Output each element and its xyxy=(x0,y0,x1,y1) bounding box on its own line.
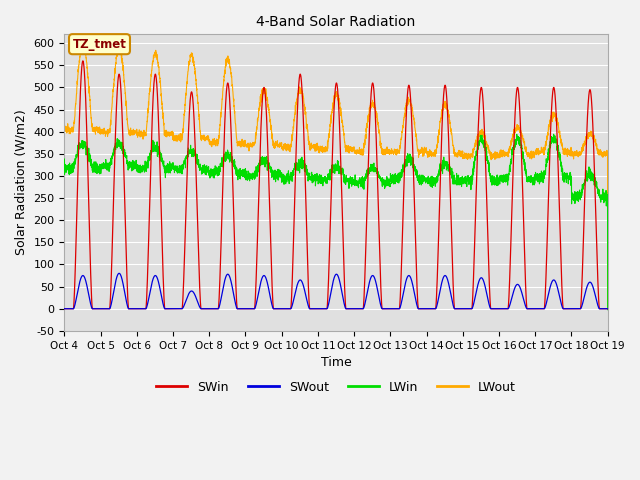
Title: 4-Band Solar Radiation: 4-Band Solar Radiation xyxy=(257,15,415,29)
X-axis label: Time: Time xyxy=(321,356,351,369)
Y-axis label: Solar Radiation (W/m2): Solar Radiation (W/m2) xyxy=(15,110,28,255)
Text: TZ_tmet: TZ_tmet xyxy=(72,37,127,51)
Legend: SWin, SWout, LWin, LWout: SWin, SWout, LWin, LWout xyxy=(151,376,521,399)
